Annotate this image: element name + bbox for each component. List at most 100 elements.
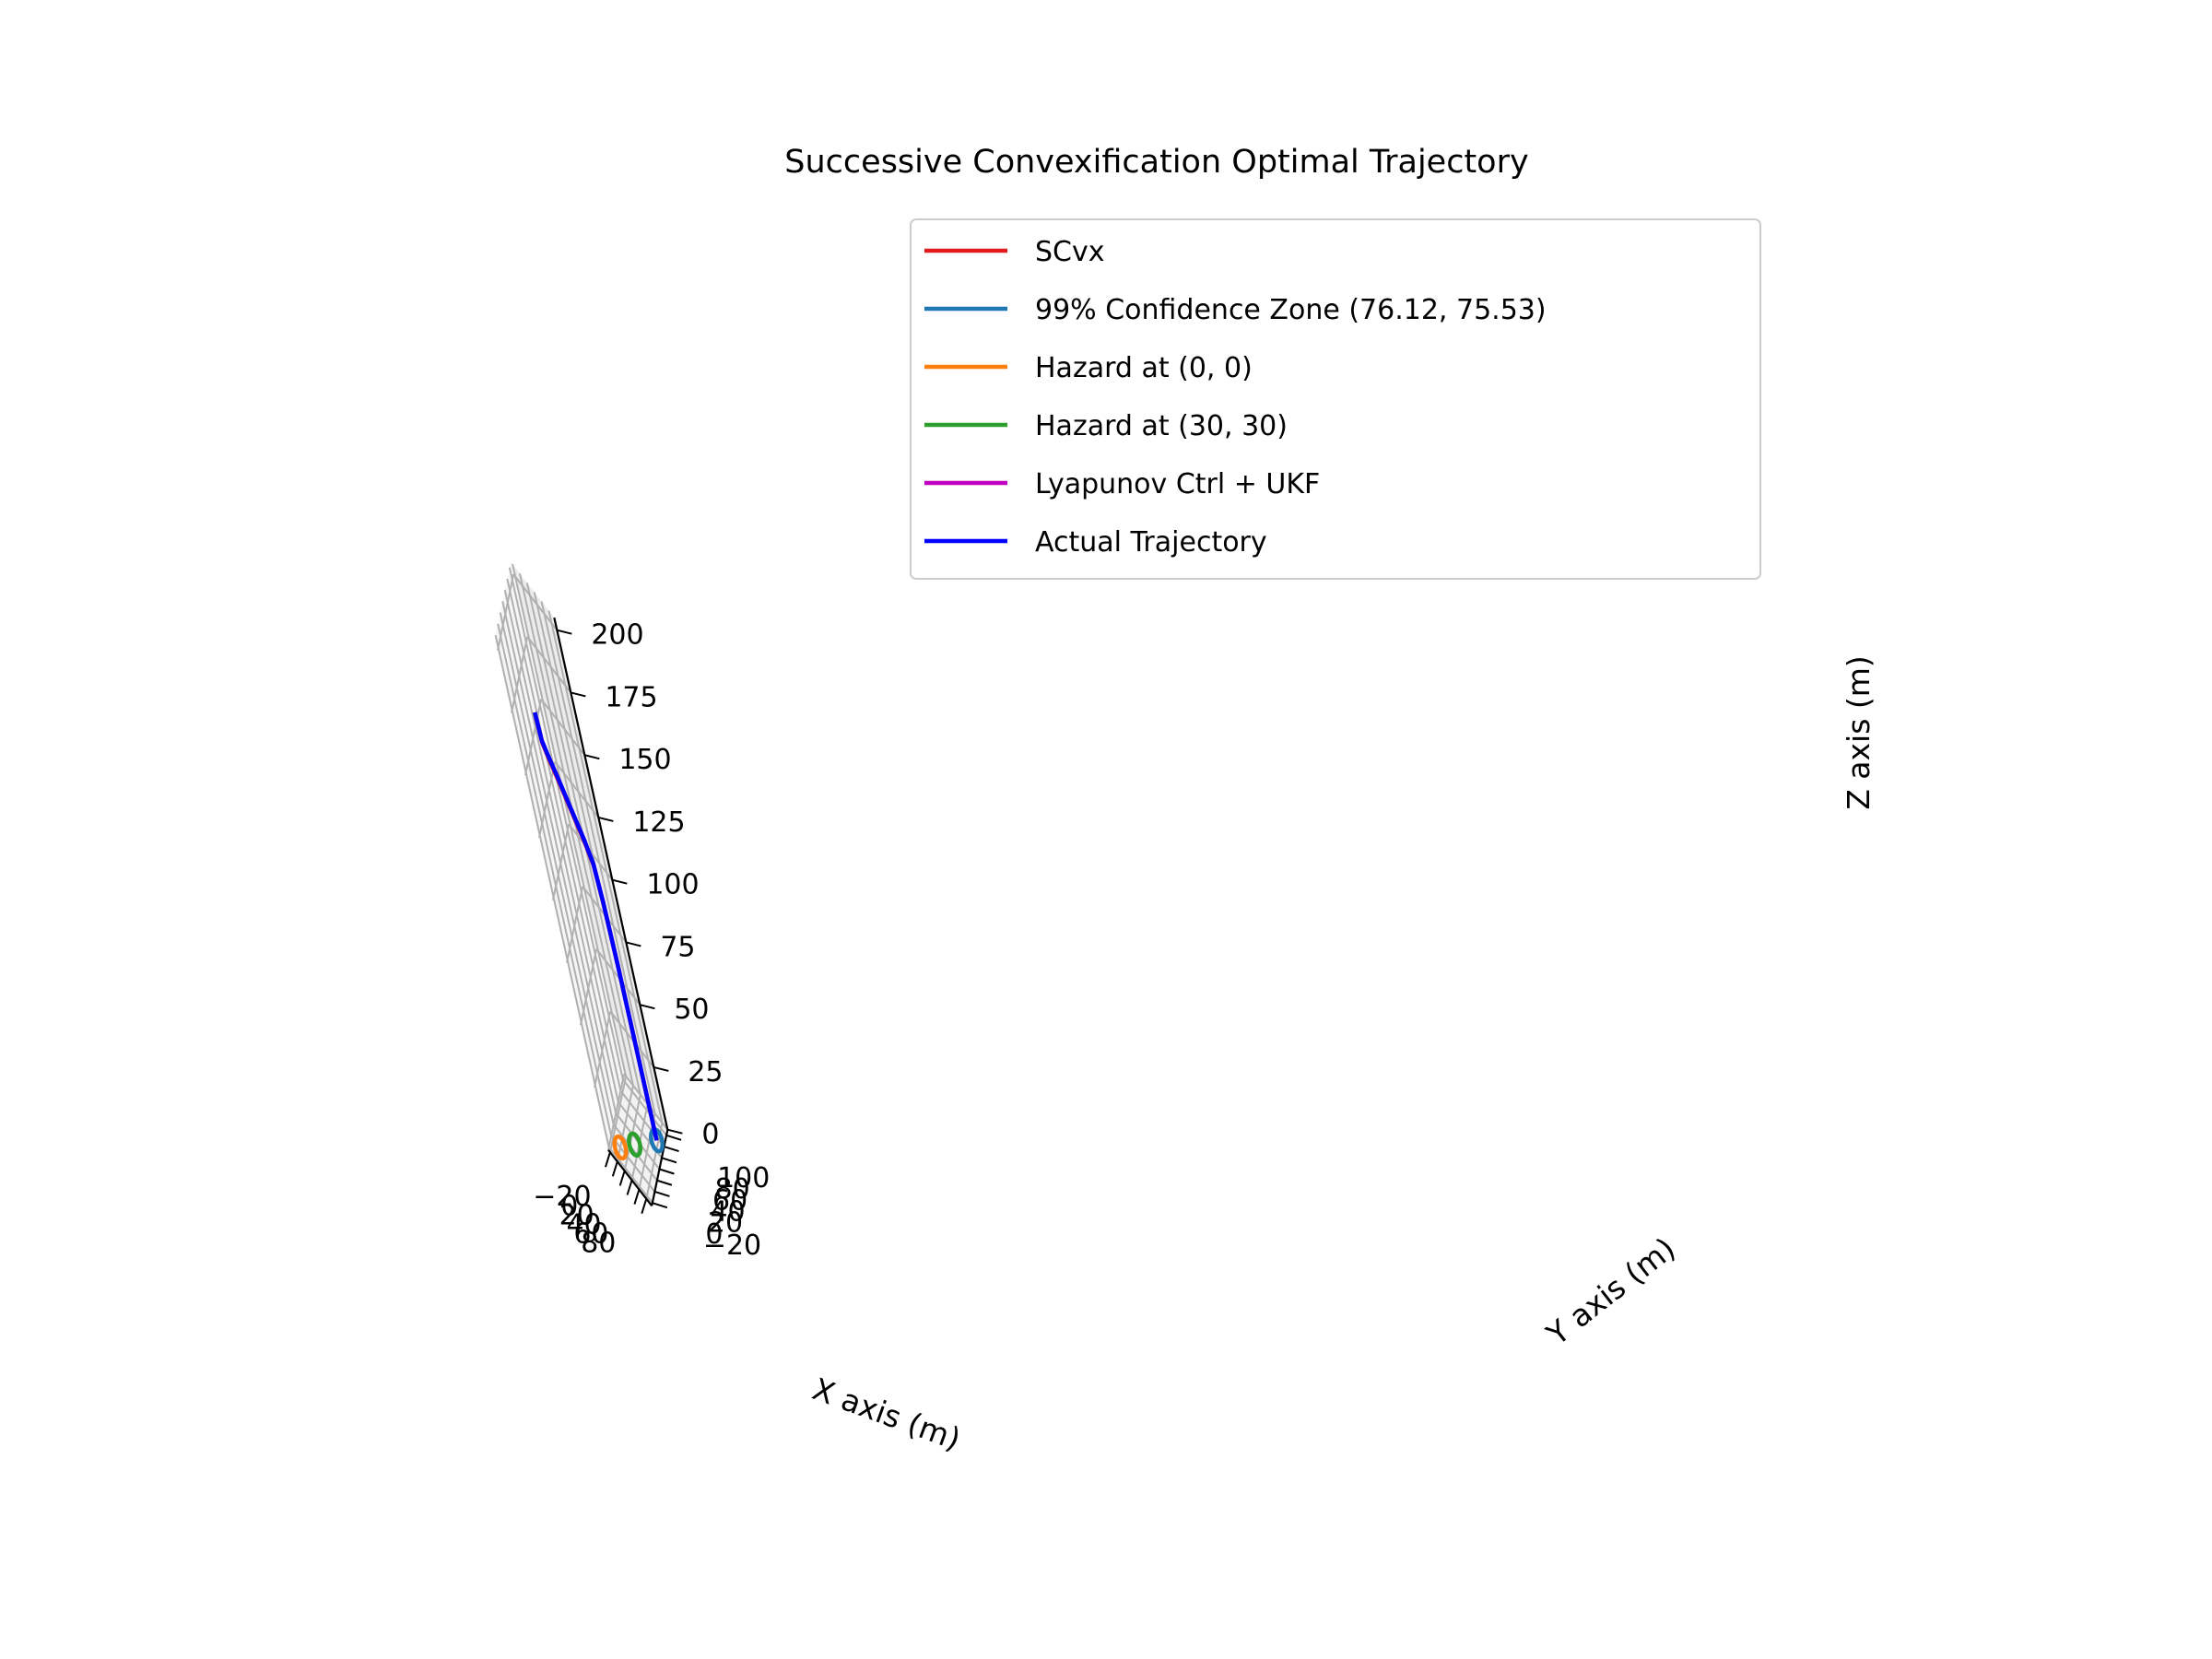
z-tick-mark	[653, 1065, 669, 1072]
y-tick-label: 80	[715, 1173, 750, 1206]
z-axis-label: Z axis (m)	[1841, 655, 1877, 810]
series-99-confidence-zone-76-12-75-53	[649, 1127, 665, 1154]
grid-line	[540, 601, 656, 1114]
axes-lines	[553, 617, 669, 1206]
z-tick-label: 175	[605, 681, 657, 713]
y-tick-label: 20	[708, 1207, 743, 1240]
z-tick-mark	[557, 629, 572, 635]
grid-line	[547, 610, 664, 1124]
grid-line	[511, 636, 529, 713]
grid-line	[610, 1135, 656, 1193]
grid-line	[497, 623, 613, 1136]
x-tick-mark	[618, 1171, 626, 1186]
series-hazard-at-0-0	[612, 1134, 629, 1161]
z-tick-mark	[626, 941, 641, 947]
grid-line	[518, 572, 634, 1086]
y-tick-label: 40	[710, 1196, 745, 1229]
y-tick-mark	[661, 1157, 677, 1164]
y-tick-mark	[656, 1179, 673, 1186]
grid-line	[607, 1073, 626, 1150]
x-axis-label: X axis (m)	[808, 1371, 966, 1457]
back-pane	[511, 561, 668, 1130]
grid-line	[580, 948, 598, 1026]
grid-line	[594, 1011, 612, 1088]
grid-line	[552, 823, 571, 900]
z-tick-mark	[571, 691, 586, 698]
y-axis-line	[651, 1129, 669, 1206]
series-layer	[533, 712, 665, 1161]
legend: SCvx 99% Confidence Zone (76.12, 75.53) Ha…	[910, 218, 1761, 580]
grid-line	[616, 1085, 634, 1162]
y-tick-label: 0	[705, 1218, 723, 1251]
grid-line	[554, 760, 600, 818]
grid-line	[524, 699, 543, 776]
grid-line	[512, 563, 628, 1077]
x-tick-mark	[605, 1151, 611, 1168]
grid-line	[506, 578, 622, 1091]
y-tick-mark	[652, 1202, 668, 1209]
x-axis-line	[607, 1148, 653, 1206]
grid-line	[494, 634, 610, 1147]
legend-label: SCvx	[1035, 236, 1105, 268]
series-hazard-at-30-30	[627, 1131, 643, 1158]
legend-label: Hazard at (0, 0)	[1035, 352, 1253, 384]
x-tick-label: 40	[566, 1208, 601, 1241]
grid-line	[540, 698, 586, 756]
legend-label: Lyapunov Ctrl + UKF	[1035, 468, 1320, 500]
y-tick-mark	[665, 1134, 682, 1141]
grid-line	[503, 589, 619, 1102]
z-tick-label: 150	[618, 744, 671, 776]
grid-line	[595, 947, 641, 1006]
grid-line	[607, 1146, 653, 1204]
x-tick-mark	[633, 1189, 641, 1205]
legend-box	[910, 218, 1761, 580]
z-tick-mark	[598, 816, 614, 822]
grid-line	[623, 1073, 669, 1131]
legend-label: 99% Confidence Zone (76.12, 75.53)	[1035, 294, 1547, 326]
x-tick-mark	[626, 1180, 633, 1195]
grid-line	[497, 573, 515, 651]
grid-line	[622, 1078, 667, 1136]
y-tick-mark	[659, 1168, 675, 1175]
z-axis-line	[553, 617, 669, 1130]
z-tick-label: 0	[701, 1119, 719, 1151]
grid-line	[501, 601, 618, 1114]
y-tick-mark	[654, 1191, 670, 1197]
legend-label: Actual Trajectory	[1035, 526, 1267, 559]
z-tick-mark	[640, 1004, 655, 1010]
z-tick-label: 100	[646, 869, 699, 901]
grid-line	[512, 573, 559, 631]
z-tick-label: 50	[674, 994, 709, 1026]
x-tick-label: 80	[581, 1228, 616, 1260]
grid-line	[608, 1076, 628, 1153]
grid-line	[499, 612, 615, 1125]
y-tick-mark	[664, 1146, 679, 1153]
y-axis-label: Y axis (m)	[1539, 1230, 1682, 1353]
x-tick-label: 60	[573, 1218, 608, 1251]
z-tick-mark	[667, 1128, 683, 1135]
grid-line	[566, 886, 584, 963]
legend-label: Hazard at (30, 30)	[1035, 410, 1288, 442]
y-tick-label: 60	[712, 1184, 747, 1217]
y-tick-label: −20	[703, 1230, 761, 1262]
grid-line	[526, 636, 572, 694]
series-actual-trajectory	[533, 712, 659, 1141]
x-tick-mark	[641, 1198, 648, 1214]
x-tick-mark	[611, 1160, 618, 1177]
z-tick-mark	[584, 754, 600, 760]
z-tick-label: 25	[688, 1056, 723, 1088]
z-tick-label: 125	[632, 806, 685, 839]
y-tick-label: 100	[717, 1162, 770, 1194]
z-tick-label: 200	[591, 619, 643, 652]
grid-line	[538, 761, 557, 839]
x-tick-label: 0	[560, 1190, 578, 1222]
grid-line	[508, 567, 624, 1080]
z-tick-mark	[612, 878, 628, 885]
x-tick-label: 20	[559, 1199, 594, 1231]
chart-title: Successive Convexification Optimal Traje…	[784, 144, 1528, 181]
z-tick-label: 75	[660, 931, 695, 963]
grid-line	[609, 1010, 655, 1068]
x-tick-label: −20	[533, 1181, 591, 1213]
